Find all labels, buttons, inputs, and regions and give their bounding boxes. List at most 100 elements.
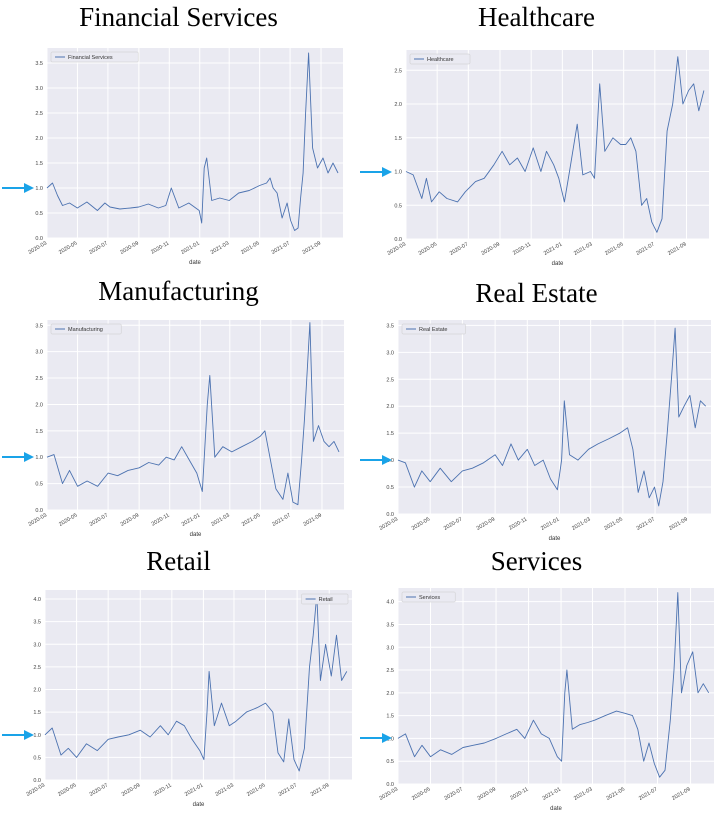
legend-label: Services <box>419 595 440 601</box>
line-chart: 0.0 0.5 1.0 1.5 2.0 2.5 2020-03 2020-05 2020-07 2… <box>387 50 709 267</box>
x-tick-label: 2020-07 <box>88 241 108 256</box>
x-tick-label: 2021-05 <box>603 517 623 532</box>
legend-box <box>401 591 456 603</box>
y-tick-label: 3.5 <box>35 61 43 67</box>
plot-area <box>45 590 352 780</box>
arrow-marker <box>2 729 34 740</box>
y-tick-label: 1.5 <box>386 714 394 720</box>
y-tick-label: 0.5 <box>33 755 41 761</box>
series-line <box>405 56 705 233</box>
y-tick-label: 1.5 <box>394 136 402 142</box>
y-tick-label: 2.0 <box>33 688 41 694</box>
y-tick-label: 0.0 <box>35 508 43 514</box>
arrow-marker <box>2 452 34 463</box>
y-tick-label: 0.0 <box>386 782 394 788</box>
x-tick-label: 2020-11 <box>509 787 529 802</box>
legend-box <box>401 323 466 335</box>
y-tick-label: 1.5 <box>386 431 394 437</box>
x-tick-label: 2021-01 <box>540 517 560 532</box>
legend-box <box>409 53 471 65</box>
x-tick-label: 2021-03 <box>573 787 593 802</box>
x-tick-label: 2021-05 <box>240 241 260 256</box>
y-tick-label: 1.0 <box>386 736 394 742</box>
x-axis-label: date <box>552 261 564 267</box>
plot-area <box>398 588 714 784</box>
y-tick-label: 3.0 <box>386 645 394 651</box>
x-tick-label: 2020-07 <box>89 783 109 798</box>
y-tick-label: 3.0 <box>386 350 394 356</box>
x-tick-label: 2020-11 <box>151 513 171 528</box>
x-tick-label: 2020-03 <box>26 783 46 798</box>
x-tick-label: 2020-03 <box>379 517 399 532</box>
y-tick-label: 0.5 <box>35 482 43 488</box>
x-tick-label: 2021-07 <box>278 783 298 798</box>
y-tick-label: 0.0 <box>33 778 41 784</box>
x-tick-label: 2020-09 <box>477 787 497 802</box>
x-tick-label: 2021-07 <box>636 517 656 532</box>
x-tick-label: 2021-05 <box>246 783 266 798</box>
y-tick-label: 0.0 <box>394 237 402 243</box>
series-line <box>397 327 707 507</box>
x-tick-label: 2020-05 <box>418 242 438 257</box>
y-tick-label: 0.5 <box>386 485 394 491</box>
x-tick-label: 2020-09 <box>476 517 496 532</box>
x-tick-label: 2021-05 <box>241 513 261 528</box>
x-tick-label: 2020-07 <box>443 517 463 532</box>
plot-area <box>47 48 343 238</box>
x-tick-label: 2020-07 <box>444 787 464 802</box>
x-tick-label: 2020-09 <box>121 783 141 798</box>
x-tick-label: 2021-07 <box>271 513 291 528</box>
chart-panel-4: Real Estate 0.0 0.5 1.0 1.5 2.0 2.5 3.0 3.5 2020-… <box>358 276 715 548</box>
y-tick-label: 2.0 <box>394 102 402 108</box>
y-tick-label: 2.5 <box>386 668 394 674</box>
y-tick-label: 0.0 <box>386 512 394 518</box>
line-chart: 0.0 0.5 1.0 1.5 2.0 2.5 3.0 3.5 2020-03 2020-05 20… <box>379 320 711 542</box>
line-chart: 0.0 0.5 1.0 1.5 2.0 2.5 3.0 3.5 4.0 2020-03 2020-0… <box>379 588 714 812</box>
y-tick-label: 1.0 <box>386 458 394 464</box>
arrow-head <box>382 455 392 466</box>
series-line <box>46 322 340 506</box>
y-tick-label: 2.0 <box>386 404 394 410</box>
legend-label: Retail <box>319 597 333 603</box>
x-tick-label: 2020-05 <box>411 787 431 802</box>
y-tick-label: 1.0 <box>394 170 402 176</box>
y-tick-label: 2.5 <box>33 665 41 671</box>
y-tick-label: 2.5 <box>35 111 43 117</box>
x-tick-label: 2021-09 <box>671 787 691 802</box>
x-tick-label: 2020-05 <box>57 783 77 798</box>
x-axis-label: date <box>193 802 205 808</box>
x-tick-label: 2020-03 <box>28 241 48 256</box>
y-tick-label: 1.0 <box>35 186 43 192</box>
x-tick-label: 2020-03 <box>387 242 407 257</box>
x-tick-label: 2021-07 <box>271 241 291 256</box>
x-tick-label: 2021-07 <box>635 242 655 257</box>
line-chart: 0.0 0.5 1.0 1.5 2.0 2.5 3.0 3.5 2020-03 2020-05 20… <box>28 320 344 538</box>
line-chart: 0.0 0.5 1.0 1.5 2.0 2.5 3.0 3.5 2020-03 2020-05 20… <box>28 48 343 266</box>
arrow-marker <box>2 183 34 193</box>
y-tick-label: 0.5 <box>386 759 394 765</box>
arrow-head <box>24 729 34 740</box>
x-tick-label: 2020-11 <box>150 241 170 256</box>
legend-box <box>50 323 122 335</box>
chart-panel-1: Financial Services 0.0 0.5 1.0 1.5 2.0 2.5 3.0 3… <box>0 0 357 272</box>
x-tick-label: 2021-03 <box>210 241 230 256</box>
chart-title: Services <box>490 546 583 576</box>
x-axis-label: date <box>550 806 562 812</box>
legend-label: Financial Services <box>68 55 113 61</box>
chart-panel-2: Healthcare 0.0 0.5 1.0 1.5 2.0 2.5 2020-03 2020-… <box>358 0 715 272</box>
chart-panel-5: Retail 0.0 0.5 1.0 1.5 2.0 2.5 3.0 3.5 4.0 2020-03… <box>0 546 357 818</box>
y-tick-label: 4.0 <box>386 600 394 606</box>
x-tick-label: 2020-09 <box>481 242 501 257</box>
y-tick-label: 4.0 <box>33 597 41 603</box>
y-tick-label: 0.0 <box>35 236 43 242</box>
x-axis-label: date <box>189 260 201 266</box>
x-tick-label: 2020-07 <box>449 242 469 257</box>
x-tick-label: 2021-05 <box>604 242 624 257</box>
chart-title: Healthcare <box>478 2 595 32</box>
arrow-head <box>24 452 34 463</box>
x-tick-label: 2020-05 <box>58 513 78 528</box>
series-line <box>44 594 348 772</box>
y-tick-label: 1.5 <box>35 429 43 435</box>
y-tick-label: 3.0 <box>35 86 43 92</box>
chart-title: Real Estate <box>475 278 598 308</box>
